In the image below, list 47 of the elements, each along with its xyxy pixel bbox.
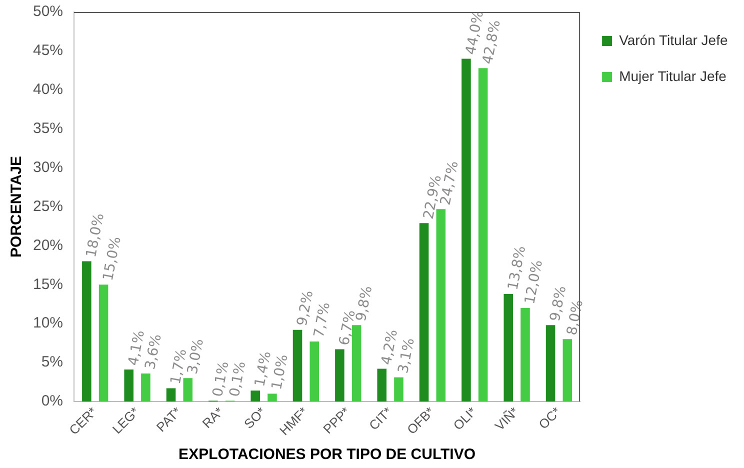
- x-tick-label: OLI*: [450, 404, 480, 434]
- bar: [166, 388, 176, 402]
- y-tick-label: 20%: [32, 236, 64, 254]
- bar: [562, 339, 572, 402]
- bar: [82, 261, 92, 402]
- data-label: 3,0%: [184, 338, 208, 376]
- data-label: 9,8%: [353, 284, 376, 323]
- bar: [335, 349, 344, 402]
- bar: [310, 342, 320, 402]
- bar: [292, 330, 302, 402]
- bar: [377, 368, 386, 402]
- x-tick-label: CIT*: [366, 404, 395, 434]
- x-tick-label: SO*: [240, 404, 268, 432]
- data-label: 12,0%: [522, 258, 546, 306]
- bar: [462, 58, 471, 402]
- bar: [520, 308, 530, 402]
- legend-label: Varón Titular Jefe: [619, 32, 728, 48]
- bar: [268, 394, 277, 402]
- data-label: 3,6%: [142, 332, 165, 371]
- bar: [394, 377, 404, 402]
- y-tick-label: 40%: [32, 81, 64, 98]
- bar: [98, 284, 108, 402]
- bar: [419, 223, 429, 402]
- bar: [546, 325, 556, 402]
- y-tick-label: 25%: [32, 198, 64, 215]
- x-tick-label: VIÑ*: [492, 404, 522, 434]
- x-tick-label: OC*: [536, 404, 564, 432]
- x-tick-label: RA*: [199, 404, 226, 431]
- bar: [250, 390, 260, 402]
- data-label: 1,0%: [269, 353, 292, 392]
- y-tick-label: 30%: [32, 158, 64, 176]
- bar: [504, 294, 514, 402]
- legend-label: Mujer Titular Jefe: [619, 68, 727, 84]
- y-tick-label: 5%: [41, 354, 64, 371]
- bar: [124, 370, 134, 402]
- y-tick-label: 45%: [32, 42, 64, 60]
- y-tick-label: 50%: [32, 3, 64, 20]
- bar: [141, 373, 150, 402]
- data-label: 3,1%: [396, 336, 418, 375]
- x-axis-title: EXPLOTACIONES POR TIPO DE CULTIVO: [178, 446, 476, 464]
- y-tick-label: 10%: [32, 314, 64, 332]
- y-axis-title: PORCENTAJE: [8, 156, 26, 258]
- y-tick-label: 35%: [32, 120, 64, 137]
- bar: [478, 68, 488, 402]
- y-tick-label: 15%: [32, 276, 64, 293]
- y-tick-label: 0%: [41, 392, 64, 410]
- data-label: 0,1%: [226, 360, 250, 398]
